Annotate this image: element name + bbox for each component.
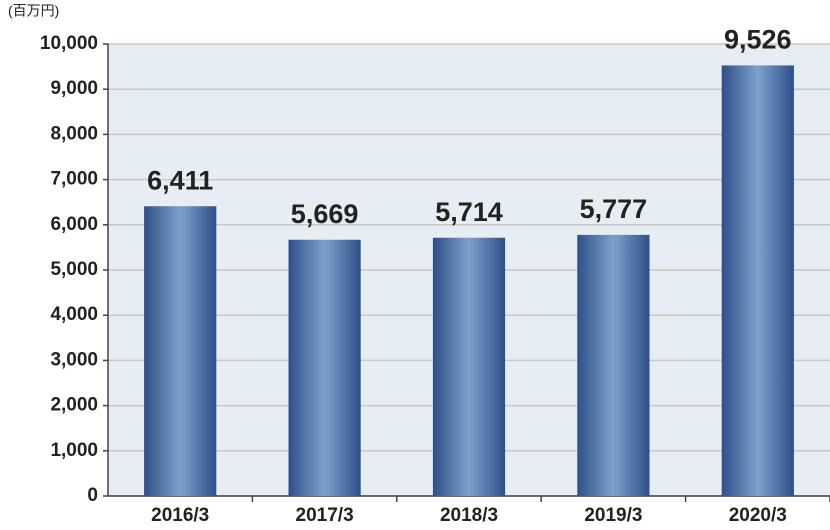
bar bbox=[577, 234, 650, 497]
y-tick-label: 8,000 bbox=[50, 123, 98, 144]
x-tick-label: 2018/3 bbox=[440, 505, 498, 526]
bar bbox=[288, 239, 361, 496]
x-tick-label: 2020/3 bbox=[729, 505, 787, 526]
value-label: 5,777 bbox=[580, 194, 648, 224]
bar bbox=[144, 206, 217, 497]
y-tick-label: 7,000 bbox=[50, 169, 98, 190]
y-tick-label: 0 bbox=[87, 485, 98, 506]
y-axis-label: (百万円) bbox=[8, 3, 59, 19]
y-tick-label: 6,000 bbox=[50, 214, 98, 235]
bar bbox=[432, 237, 506, 496]
y-tick-label: 1,000 bbox=[50, 440, 98, 461]
x-tick-label: 2017/3 bbox=[296, 505, 354, 526]
value-label: 9,526 bbox=[724, 25, 792, 55]
value-label: 6,411 bbox=[147, 165, 213, 195]
y-tick-label: 9,000 bbox=[50, 78, 98, 99]
value-label: 5,714 bbox=[435, 197, 503, 227]
x-tick-label: 2016/3 bbox=[151, 505, 209, 526]
x-tick-label: 2019/3 bbox=[584, 505, 642, 526]
y-tick-label: 4,000 bbox=[50, 304, 98, 325]
y-tick-label: 2,000 bbox=[50, 395, 98, 416]
bar bbox=[721, 65, 794, 496]
y-tick-label: 3,000 bbox=[50, 349, 98, 370]
y-tick-label: 5,000 bbox=[50, 259, 98, 280]
value-label: 5,669 bbox=[291, 199, 359, 229]
y-tick-label: 10,000 bbox=[40, 33, 98, 54]
